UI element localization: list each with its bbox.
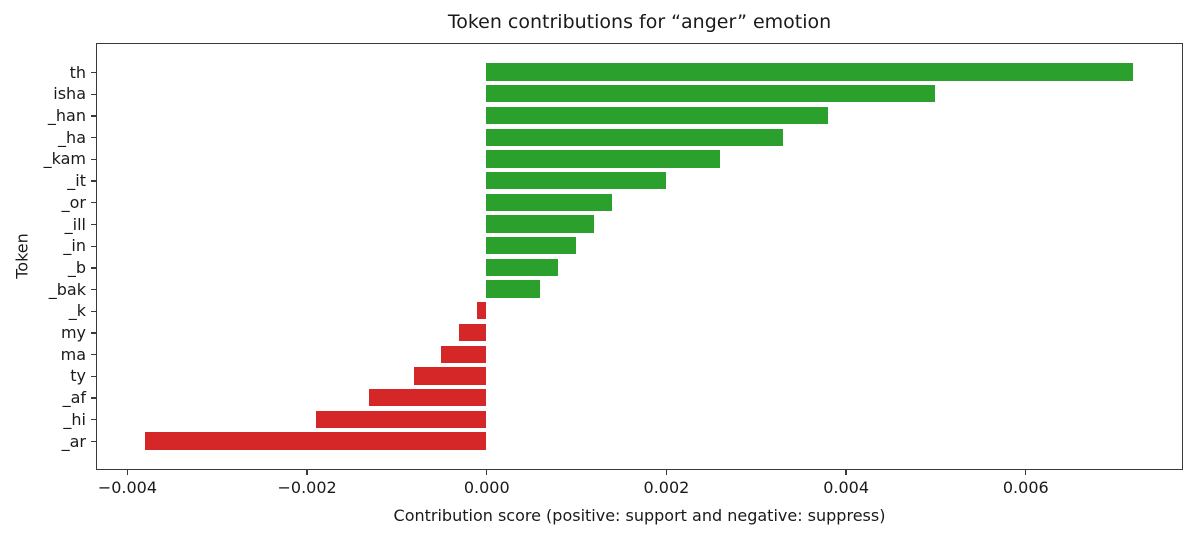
ytick-label-ill: _ill: [64, 214, 86, 234]
xtick-mark: [126, 470, 129, 475]
ytick-mark: [91, 310, 96, 312]
ytick-label-han: _han: [47, 106, 86, 125]
ytick-mark: [91, 71, 96, 74]
bar-ill: [486, 215, 595, 233]
ytick-label-b: _b: [67, 257, 86, 277]
ytick-label-af: _af: [62, 388, 86, 408]
bar-han: [486, 106, 828, 125]
ytick-label-it: _it: [67, 171, 86, 191]
bar-ma: [441, 345, 487, 363]
ytick-label-k: _k: [68, 301, 86, 321]
xtick-mark: [845, 470, 847, 475]
ytick-label-my: my: [60, 323, 86, 342]
bar-ar: [144, 432, 487, 450]
xtick-mark: [486, 470, 488, 475]
bar-or: [486, 193, 613, 211]
bar-af: [369, 388, 487, 407]
ytick-mark: [91, 115, 96, 117]
bar-it: [486, 171, 666, 190]
bar-my: [459, 323, 487, 342]
bar-bak: [486, 280, 541, 298]
ytick-label-kam: _kam: [43, 149, 86, 169]
ytick-mark: [91, 440, 96, 443]
xtick-label: 0.006: [1002, 478, 1049, 497]
ytick-label-or: _or: [61, 192, 86, 212]
xtick-label: 0.004: [823, 478, 870, 497]
ytick-mark: [91, 180, 96, 182]
xtick-mark: [306, 470, 308, 475]
ytick-mark: [91, 93, 96, 95]
xtick-mark: [665, 470, 668, 475]
ytick-mark: [91, 223, 96, 226]
ytick-label-ma: ma: [60, 344, 86, 364]
ytick-mark: [91, 397, 96, 399]
bar-in: [486, 237, 577, 255]
ytick-mark: [91, 375, 96, 378]
ytick-label-in: _in: [63, 236, 86, 256]
bar-ha: [486, 128, 783, 146]
xtick-label: −0.002: [277, 478, 337, 497]
bar-k: [477, 302, 487, 320]
x-axis-label: Contribution score (positive: support an…: [393, 506, 886, 525]
ytick-mark: [91, 267, 96, 269]
ytick-mark: [91, 137, 96, 139]
bar-isha: [486, 85, 936, 103]
ytick-label-isha: isha: [53, 84, 86, 104]
ytick-mark: [91, 332, 96, 334]
ytick-mark: [91, 288, 96, 291]
chart-title: Token contributions for “anger” emotion: [447, 11, 832, 33]
xtick-label: −0.004: [97, 478, 158, 497]
ytick-mark: [91, 158, 96, 161]
ytick-label-bak: _bak: [48, 279, 86, 299]
ytick-label-th: th: [69, 62, 86, 82]
ytick-label-ar: _ar: [61, 431, 86, 451]
bar-kam: [486, 150, 720, 168]
ytick-label-ty: ty: [70, 366, 86, 386]
xtick-label: 0.002: [643, 478, 690, 497]
bar-hi: [315, 410, 487, 428]
bar-th: [486, 63, 1134, 81]
ytick-label-ha: _ha: [58, 127, 86, 147]
bar-b: [486, 258, 559, 277]
xtick-label: 0.000: [463, 478, 510, 497]
bar-ty: [414, 367, 487, 385]
ytick-mark: [91, 419, 96, 421]
ytick-mark: [91, 354, 96, 356]
plot-area: [96, 43, 1183, 470]
xtick-mark: [1025, 470, 1027, 475]
ytick-mark: [91, 245, 96, 247]
ytick-label-hi: _hi: [63, 409, 86, 429]
ytick-mark: [91, 202, 96, 204]
